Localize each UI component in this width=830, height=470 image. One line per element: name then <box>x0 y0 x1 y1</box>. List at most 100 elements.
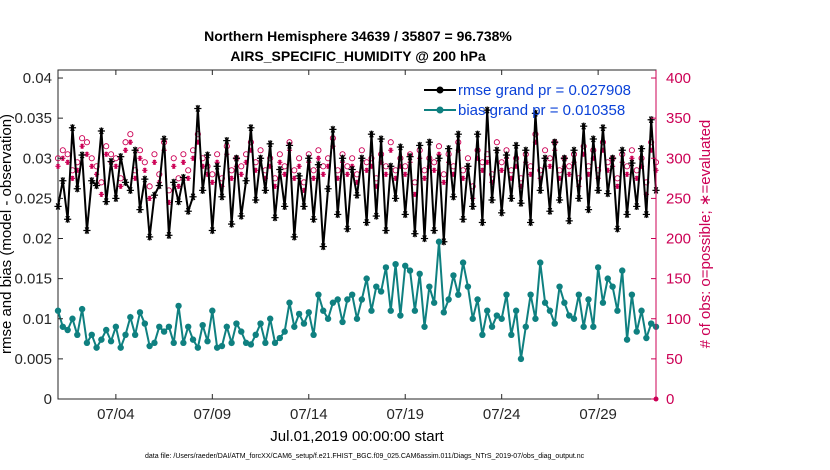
bias-point <box>541 299 549 306</box>
bias-point <box>78 305 86 313</box>
bias-point <box>88 331 95 339</box>
rmse-point <box>203 151 212 159</box>
bias-point <box>64 326 71 334</box>
rmse-point <box>440 238 448 246</box>
rmse-point <box>401 210 409 219</box>
rmse-point <box>165 231 173 239</box>
bias-point <box>353 315 361 322</box>
bias-point <box>223 323 230 330</box>
bias-point <box>416 270 423 278</box>
legend-bias-marker <box>436 106 444 114</box>
bias-point <box>643 334 650 342</box>
bias-point <box>103 326 110 334</box>
rmse-point <box>493 146 501 154</box>
rmse-point <box>584 206 593 214</box>
bias-point <box>213 344 221 351</box>
obs-possible-point <box>103 143 110 150</box>
rmse-point <box>305 154 313 162</box>
bias-point <box>189 336 197 343</box>
bias-point <box>488 323 496 330</box>
rmse-point <box>218 193 226 201</box>
bias-point <box>107 338 115 345</box>
bias-point <box>469 315 476 322</box>
obs-evaluated-point <box>634 175 640 181</box>
rmse-point <box>473 130 482 138</box>
bias-point <box>628 291 636 298</box>
rmse-point <box>382 226 390 235</box>
rmse-point <box>309 215 318 223</box>
bias-point <box>406 267 414 274</box>
obs-possible-point <box>194 131 201 138</box>
bias-point <box>387 307 394 314</box>
y-left-tick-label: 0.03 <box>23 150 52 167</box>
rmse-point <box>527 218 535 227</box>
rmse-point <box>334 210 342 219</box>
bias-point <box>170 339 177 347</box>
rmse-point <box>406 153 414 161</box>
y-left-tick-label: 0.02 <box>23 231 52 248</box>
obs-possible-point <box>624 163 631 170</box>
bias-point <box>619 267 626 274</box>
rmse-point <box>483 106 491 114</box>
obs-possible-point <box>170 155 177 162</box>
obs-evaluated-point <box>127 139 133 145</box>
bias-point <box>160 328 168 335</box>
bias-point <box>271 339 279 347</box>
rmse-point <box>256 154 265 162</box>
rmse-point <box>435 154 443 162</box>
bias-point <box>609 283 616 290</box>
rmse-point <box>68 124 77 132</box>
obs-possible-point <box>146 183 153 190</box>
y-left-tick-label: 0.015 <box>14 271 52 288</box>
rmse-point <box>445 145 453 153</box>
y-axis-right-label: # of obs: o=possible; ∗=evaluated <box>697 120 714 349</box>
rmse-point <box>300 202 308 211</box>
y-right-tick-label: 250 <box>666 190 691 207</box>
bias-point <box>59 323 67 330</box>
rmse-point <box>54 202 62 211</box>
axes-box <box>57 69 657 400</box>
bias-point <box>117 344 124 351</box>
rmse-point <box>580 122 588 130</box>
bias-point <box>141 320 149 327</box>
bias-point <box>479 331 486 339</box>
legend: rmse grand pr = 0.027908 bias grand pr =… <box>424 82 631 119</box>
bias-point <box>397 312 404 319</box>
rmse-point <box>247 124 255 132</box>
obs-possible-point <box>498 159 505 166</box>
bias-point <box>329 299 337 306</box>
rmse-point <box>64 215 72 223</box>
bias-point <box>440 309 448 316</box>
legend-bias-label: bias grand pr = 0.010358 <box>458 102 625 119</box>
rmse-point <box>150 191 159 199</box>
bias-point <box>98 336 105 343</box>
obs-evaluated-point <box>103 151 109 157</box>
bias-point <box>580 323 587 330</box>
bias-point <box>402 262 409 269</box>
rmse-point <box>358 154 366 162</box>
obs-evaluated-point <box>344 171 350 177</box>
obs-evaluated-point <box>431 167 437 173</box>
obs-possible-point <box>88 155 95 162</box>
x-tick-label: 07/24 <box>483 406 521 423</box>
bias-point <box>614 307 621 314</box>
bias-point <box>512 307 520 314</box>
bias-point <box>310 331 317 339</box>
obs-possible-point <box>368 155 375 162</box>
bias-point <box>300 320 308 327</box>
rmse-point <box>59 177 67 185</box>
rmse-point <box>242 177 250 185</box>
bias-point <box>585 296 592 303</box>
y-left-tick-label: 0.035 <box>14 110 52 127</box>
bias-point <box>339 318 346 326</box>
bias-point <box>455 291 462 298</box>
rmse-point <box>102 198 110 206</box>
obs-possible-point <box>315 147 322 154</box>
obs-evaluated-point <box>402 171 408 177</box>
bias-point <box>242 339 250 347</box>
bias-point <box>594 264 602 271</box>
rmse-point <box>565 217 573 225</box>
bias-point <box>647 320 655 327</box>
footer-data-file: data file: /Users/raeder/DAI/ATM_forcXX/… <box>145 453 585 460</box>
bias-point <box>180 339 187 347</box>
